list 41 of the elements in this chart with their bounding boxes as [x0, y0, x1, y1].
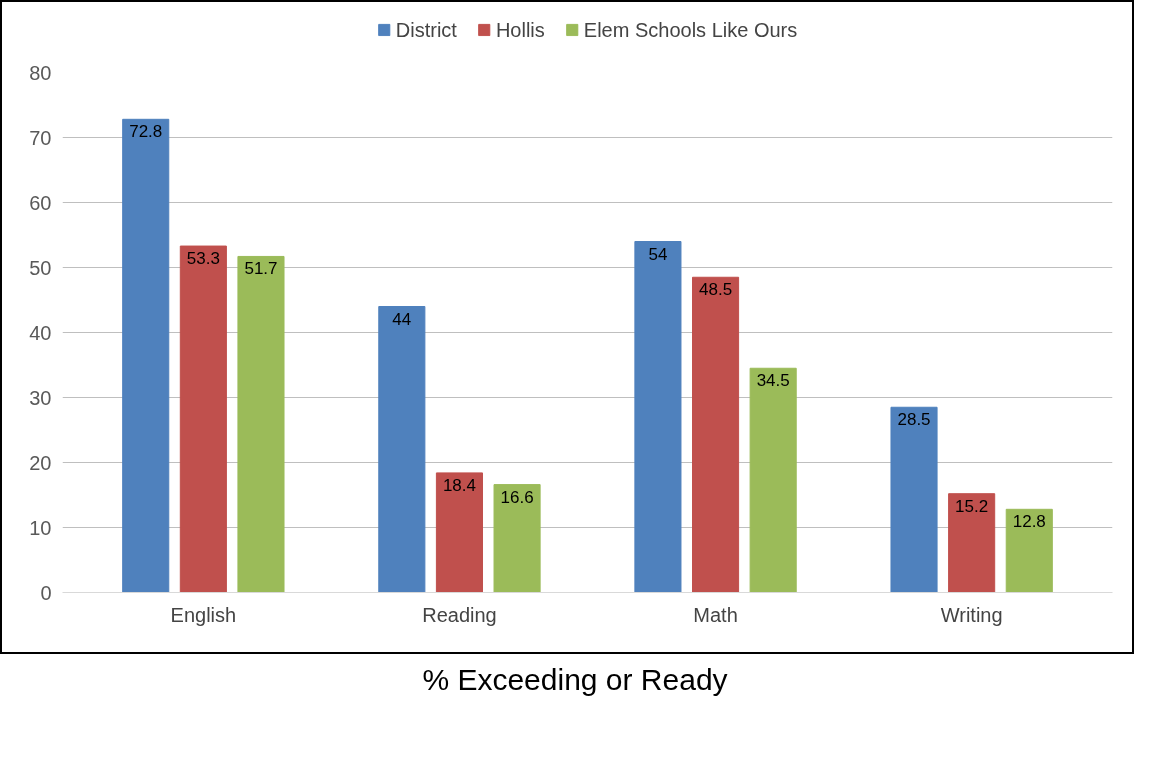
x-tick-label: Math [693, 603, 738, 626]
data-label: 15.2 [955, 496, 989, 516]
y-tick-label: 20 [29, 451, 52, 474]
data-label: 72.8 [129, 122, 163, 142]
y-tick-label: 10 [29, 516, 52, 539]
legend-label: Hollis [495, 18, 545, 41]
bar [237, 255, 285, 593]
y-tick-label: 0 [40, 581, 52, 604]
bar [749, 367, 797, 593]
legend-label: Elem Schools Like Ours [583, 18, 798, 41]
data-label: 44 [392, 309, 412, 329]
data-label: 16.6 [500, 487, 534, 507]
y-tick-label: 30 [29, 386, 52, 409]
data-label: 12.8 [1012, 512, 1046, 532]
y-tick-label: 50 [29, 256, 52, 279]
bar [493, 484, 541, 593]
bar [179, 245, 227, 593]
data-label: 51.7 [244, 259, 278, 279]
bar [692, 276, 740, 593]
data-label: 34.5 [756, 371, 790, 391]
x-tick-label: Reading [422, 603, 497, 626]
y-tick-label: 60 [29, 191, 52, 214]
data-label: 18.4 [442, 475, 476, 495]
legend-label: District [395, 18, 457, 41]
bar [948, 493, 996, 593]
y-tick-label: 40 [29, 321, 52, 344]
bar [1005, 508, 1053, 593]
data-label: 28.5 [897, 410, 931, 430]
x-tick-label: Writing [940, 603, 1003, 626]
y-tick-label: 70 [29, 126, 52, 149]
data-label: 54 [648, 244, 668, 264]
bar [634, 241, 682, 593]
data-label: 48.5 [699, 280, 733, 300]
bar [435, 472, 483, 593]
bar [378, 306, 426, 593]
y-tick-label: 80 [29, 61, 52, 84]
data-label: 53.3 [186, 249, 220, 269]
bar [122, 118, 170, 593]
x-axis-title: % Exceeding or Ready [422, 662, 728, 698]
bar [890, 406, 938, 593]
x-tick-label: English [170, 603, 237, 626]
